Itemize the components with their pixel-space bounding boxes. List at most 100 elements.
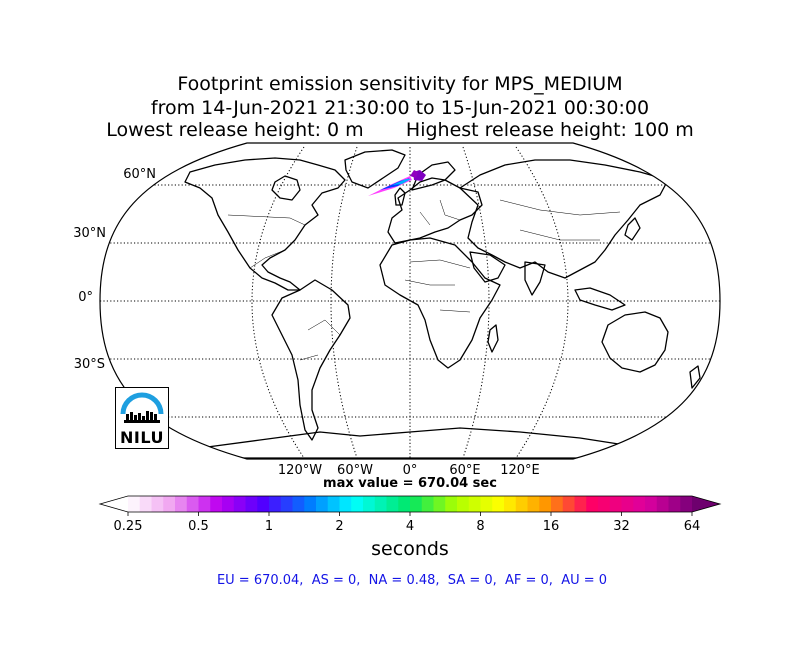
- colorbar-segment: [598, 496, 611, 512]
- title-line-2: from 14-Jun-2021 21:30:00 to 15-Jun-2021…: [150, 97, 650, 119]
- colorbar-segment: [363, 496, 376, 512]
- colorbar-ticks: [127, 512, 693, 516]
- cb-tick-7: 32: [613, 519, 630, 534]
- colorbar-segment: [398, 496, 411, 512]
- lon-label-60w: 60°W: [337, 463, 373, 478]
- colorbar-segment: [445, 496, 458, 512]
- hotspot-edge: [410, 170, 418, 178]
- colorbar-segment: [186, 496, 199, 512]
- colorbar-segment: [139, 496, 152, 512]
- asia: [459, 159, 669, 279]
- colorbar-segment: [351, 496, 364, 512]
- meridian-60w: [330, 146, 358, 459]
- arabia: [469, 251, 506, 283]
- hudson-bay: [271, 175, 301, 201]
- colorbar-segment: [374, 496, 387, 512]
- lat-label-30n: 30°N: [73, 226, 106, 241]
- colorbar-segment: [410, 496, 423, 512]
- colorbar-segment: [574, 496, 587, 512]
- title-line-3: Lowest release height: 0 m Highest relea…: [106, 119, 694, 141]
- regional-totals: EU = 670.04, AS = 0, NA = 0.48, SA = 0, …: [216, 573, 608, 588]
- cb-tick-2: 1: [264, 519, 274, 534]
- colorbar-segment: [586, 496, 599, 512]
- colorbar-segment: [656, 496, 669, 512]
- colorbar-segment: [480, 496, 493, 512]
- australia: [601, 311, 669, 373]
- colorbar-segments: [100, 496, 720, 512]
- colorbar-segment: [527, 496, 540, 512]
- colorbar-segment: [609, 496, 622, 512]
- colorbar-segment: [492, 496, 505, 512]
- colorbar-segment: [515, 496, 528, 512]
- colorbar-segment: [457, 496, 470, 512]
- coastlines: [184, 149, 701, 459]
- colorbar-segment: [539, 496, 552, 512]
- lat-label-60n: 60°N: [123, 167, 156, 182]
- colorbar-segment: [621, 496, 634, 512]
- globe-border: [99, 142, 721, 460]
- colorbar-segment: [280, 496, 293, 512]
- lon-label-0: 0°: [402, 463, 418, 478]
- cb-tick-8: 64: [683, 519, 701, 534]
- lon-label-120e: 120°E: [500, 463, 540, 478]
- southeast-asia-islands: [574, 287, 626, 311]
- colorbar-segment: [128, 496, 141, 512]
- lon-label-60e: 60°E: [449, 463, 481, 478]
- colorbar-segment: [645, 496, 658, 512]
- colorbar-segment: [175, 496, 188, 512]
- greenland: [344, 149, 406, 189]
- colorbar-segment: [292, 496, 305, 512]
- country-borders: [227, 199, 621, 361]
- antarctica: [199, 427, 641, 459]
- nilu-logo-text: NILU: [120, 428, 164, 447]
- lat-label-equator: 0°: [78, 290, 93, 305]
- colorbar-segment: [421, 496, 434, 512]
- colorbar-segment: [316, 496, 329, 512]
- colorbar-segment: [245, 496, 258, 512]
- nilu-logo-icon: [120, 392, 164, 423]
- colorbar-extend-low: [100, 496, 128, 512]
- colorbar-segment: [222, 496, 235, 512]
- colorbar-segment: [233, 496, 246, 512]
- colorbar-segment: [210, 496, 223, 512]
- colorbar-extend-high: [692, 496, 720, 512]
- north-america: [184, 157, 346, 291]
- colorbar-segment: [151, 496, 164, 512]
- colorbar-segment: [433, 496, 446, 512]
- british-isles: [394, 187, 406, 206]
- cb-tick-4: 4: [405, 519, 415, 534]
- nilu-logo: NILU: [115, 387, 169, 449]
- india: [524, 261, 546, 296]
- colorbar-segment: [551, 496, 564, 512]
- colorbar-segment: [163, 496, 176, 512]
- madagascar: [487, 324, 499, 353]
- max-value-label: max value = 670.04 sec: [323, 476, 497, 491]
- colorbar-segment: [327, 496, 340, 512]
- colorbar-segment: [668, 496, 681, 512]
- colorbar-segment: [269, 496, 282, 512]
- colorbar-segment: [198, 496, 211, 512]
- colorbar-segment: [339, 496, 352, 512]
- africa: [379, 237, 501, 369]
- cb-tick-5: 8: [476, 519, 485, 534]
- lon-label-120w: 120°W: [277, 463, 323, 478]
- meridian-60e: [462, 146, 490, 459]
- meridians: [251, 146, 569, 459]
- colorbar-segment: [504, 496, 517, 512]
- cb-tick-3: 2: [335, 519, 344, 534]
- colorbar-segment: [633, 496, 646, 512]
- hotspot-trail-core: [392, 179, 411, 185]
- colorbar-segment: [257, 496, 270, 512]
- cb-tick-0: 0.25: [113, 519, 143, 534]
- cb-tick-6: 16: [542, 519, 560, 534]
- title-line-1: Footprint emission sensitivity for MPS_M…: [177, 73, 623, 95]
- colorbar-segment: [468, 496, 481, 512]
- colorbar-segment: [304, 496, 317, 512]
- footprint-hotspot: [368, 170, 426, 196]
- south-america: [271, 279, 351, 441]
- lat-label-30s: 30°S: [73, 357, 105, 372]
- japan: [624, 217, 641, 241]
- colorbar-unit-label: seconds: [371, 538, 449, 560]
